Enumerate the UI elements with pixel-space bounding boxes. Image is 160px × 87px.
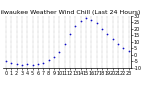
Title: Milwaukee Weather Wind Chill (Last 24 Hours): Milwaukee Weather Wind Chill (Last 24 Ho… — [0, 10, 140, 15]
